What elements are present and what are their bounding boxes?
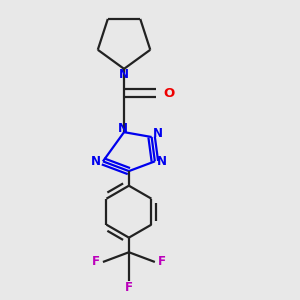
Text: N: N xyxy=(91,155,101,168)
Text: N: N xyxy=(157,155,167,168)
Text: F: F xyxy=(158,256,166,268)
Text: N: N xyxy=(152,127,163,140)
Text: O: O xyxy=(163,87,174,100)
Text: F: F xyxy=(92,256,100,268)
Text: N: N xyxy=(119,68,129,81)
Text: N: N xyxy=(117,122,128,135)
Text: F: F xyxy=(125,281,133,294)
